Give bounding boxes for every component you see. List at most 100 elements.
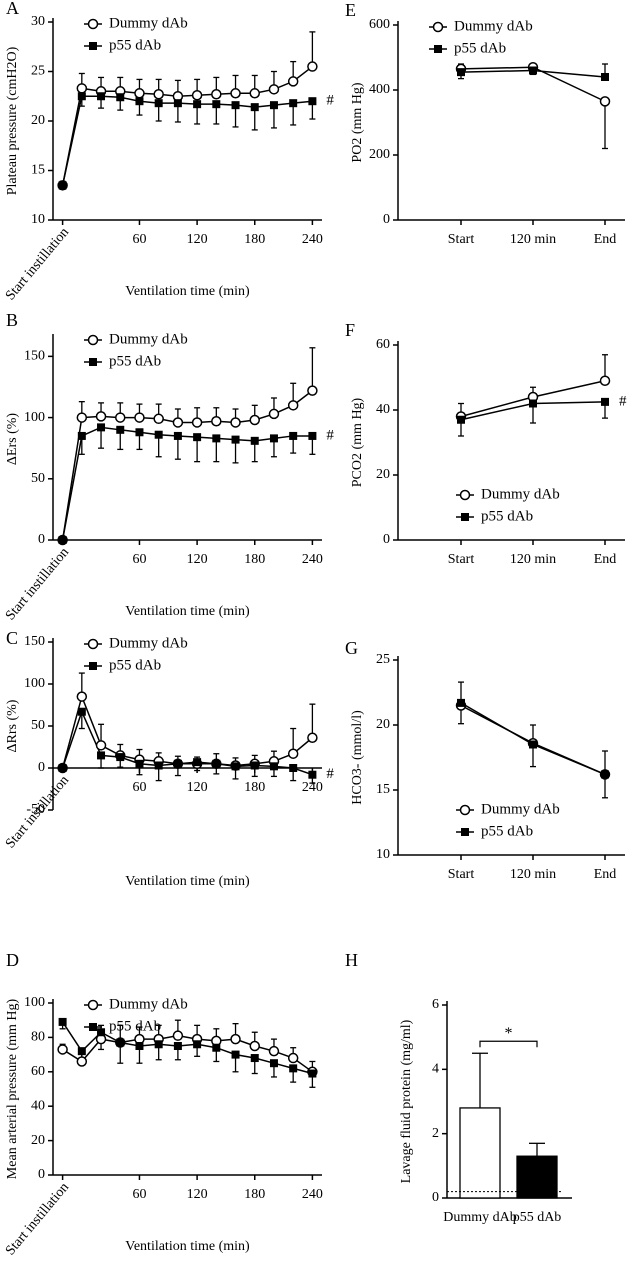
series-line: [61, 426, 313, 541]
panel-letter: B: [6, 310, 18, 330]
y-tick-label: 0: [38, 1167, 45, 1182]
legend-label: Dummy dAb: [481, 801, 560, 817]
data-point: [289, 99, 298, 108]
data-point: [58, 764, 67, 772]
x-tick-label: 180: [244, 232, 265, 247]
data-point: [269, 101, 278, 110]
data-point: [97, 423, 106, 432]
legend-label: p55 dAb: [109, 353, 161, 369]
data-point: [58, 181, 67, 190]
y-axis-label: ΔErs (%): [5, 413, 20, 465]
y-tick-label: 0: [432, 1190, 439, 1205]
data-point: [134, 412, 145, 423]
y-tick-label: 100: [24, 410, 45, 425]
data-point: [601, 73, 609, 81]
x-tick-label: 60: [132, 780, 146, 795]
y-axis-label: Lavage fluid protein (mg/ml): [399, 1019, 414, 1183]
data-point: [529, 740, 537, 749]
data-point: [154, 1040, 163, 1049]
annotation: *: [505, 1025, 513, 1042]
data-point: [193, 433, 202, 442]
data-point: [287, 748, 299, 759]
data-point: [231, 435, 240, 444]
y-tick-label: 400: [369, 82, 390, 97]
data-point: [268, 408, 280, 420]
data-point: [308, 770, 317, 779]
x-tick-label: End: [594, 552, 617, 567]
y-tick-label: 100: [24, 995, 45, 1010]
annotation: #: [326, 766, 334, 782]
legend-label: Dummy dAb: [109, 15, 188, 31]
x-axis-label: Ventilation time (min): [125, 1239, 250, 1254]
data-point: [529, 399, 537, 408]
x-tick-label: End: [594, 867, 617, 882]
data-point: [95, 411, 107, 422]
y-axis-label: Plateau pressure (cmH2O): [5, 46, 20, 195]
data-point: [307, 385, 318, 396]
data-point: [193, 100, 202, 109]
data-point: [154, 99, 163, 108]
data-point: [289, 431, 298, 440]
data-point: [173, 431, 182, 440]
panel-letter: E: [345, 0, 356, 20]
data-point: [599, 96, 611, 107]
y-tick-label: 25: [31, 64, 45, 79]
x-tick-label: Start instillation: [3, 225, 72, 303]
data-point: [249, 1040, 260, 1052]
legend-marker: [461, 828, 469, 836]
y-tick-label: 100: [24, 676, 45, 691]
data-point: [287, 1052, 299, 1064]
legend-marker: [87, 638, 99, 650]
data-point: [135, 97, 144, 106]
data-point: [173, 1042, 182, 1050]
data-point: [230, 88, 241, 99]
data-point: [601, 770, 609, 779]
y-tick-label: 25: [376, 652, 390, 667]
legend-label: p55 dAb: [454, 40, 506, 56]
data-point: [212, 434, 221, 443]
x-tick-label: Start instillation: [3, 1180, 72, 1258]
data-point: [193, 758, 202, 767]
panel-letter: F: [345, 320, 355, 340]
bar: [516, 1155, 558, 1199]
panel-letter: C: [6, 628, 18, 648]
y-tick-label: 0: [383, 212, 390, 227]
legend-label: Dummy dAb: [454, 18, 533, 34]
data-point: [191, 90, 203, 101]
data-point: [115, 412, 126, 423]
y-tick-label: 20: [31, 1133, 45, 1148]
data-point: [97, 1028, 106, 1037]
data-point: [172, 1030, 184, 1041]
data-point: [230, 1033, 241, 1045]
data-point: [116, 425, 125, 434]
legend-label: p55 dAb: [109, 37, 161, 53]
legend-marker: [89, 662, 97, 670]
y-tick-label: 15: [31, 163, 45, 178]
x-tick-label: 120 min: [510, 232, 556, 247]
data-point: [250, 436, 259, 445]
y-tick-label: 40: [376, 402, 390, 417]
y-tick-label: 20: [31, 113, 45, 128]
data-point: [269, 762, 278, 771]
data-point: [153, 89, 164, 100]
legend-label: Dummy dAb: [109, 331, 188, 347]
data-point: [116, 753, 125, 762]
x-tick-label: p55 dAb: [513, 1210, 562, 1225]
x-tick-label: 180: [244, 780, 265, 795]
data-point: [212, 1043, 221, 1052]
legend-marker: [461, 513, 469, 521]
data-point: [250, 761, 259, 770]
x-tick-label: 240: [302, 1187, 323, 1202]
y-tick-label: 50: [31, 471, 45, 486]
x-tick-label: 120: [187, 552, 208, 567]
data-point: [76, 1056, 88, 1067]
y-axis-label: PO2 (mm Hg): [350, 82, 365, 162]
legend-marker: [89, 358, 97, 366]
data-point: [57, 1044, 68, 1055]
data-point: [268, 84, 280, 95]
data-point: [289, 1064, 298, 1073]
x-tick-label: Start: [448, 867, 475, 882]
data-point: [191, 417, 203, 428]
legend-marker: [87, 999, 99, 1011]
